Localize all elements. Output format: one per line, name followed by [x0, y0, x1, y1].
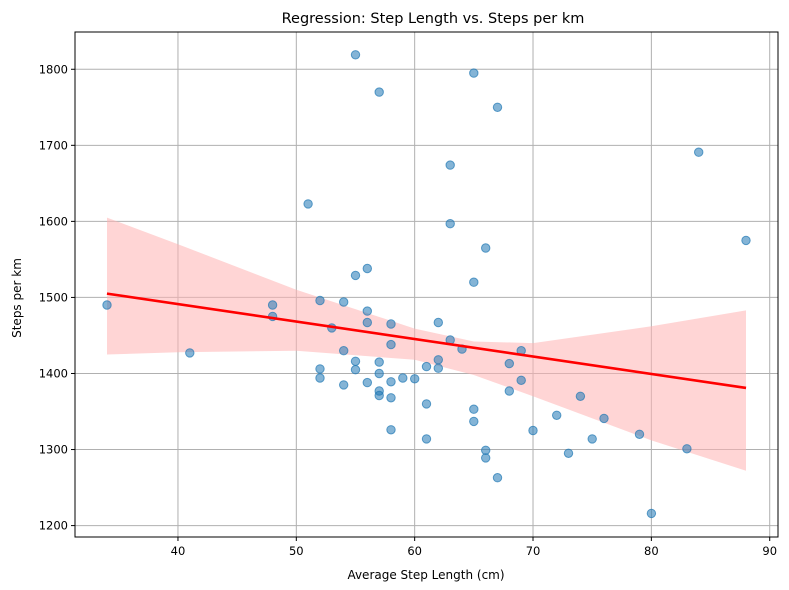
data-point — [421, 361, 432, 372]
data-point — [350, 356, 361, 366]
data-point — [469, 416, 479, 427]
data-point — [350, 50, 361, 60]
data-point — [339, 297, 349, 307]
data-point — [374, 368, 384, 379]
x-axis-label: Average Step Length (cm) — [347, 568, 504, 582]
data-point — [386, 339, 396, 350]
data-point — [410, 374, 420, 384]
data-point — [682, 444, 692, 454]
data-point — [528, 425, 538, 436]
data-point — [433, 317, 443, 328]
data-point — [267, 300, 278, 310]
data-point — [492, 102, 503, 113]
data-point — [504, 358, 514, 369]
x-tick-label: 60 — [407, 544, 422, 558]
data-point — [599, 413, 609, 424]
data-point — [445, 160, 455, 170]
data-point — [646, 508, 657, 519]
data-point — [315, 373, 325, 383]
regression-line — [106, 292, 747, 390]
data-point — [374, 87, 384, 97]
data-point — [492, 473, 503, 483]
data-point — [741, 235, 751, 246]
y-tick-label: 1500 — [39, 290, 68, 304]
data-point — [634, 429, 645, 439]
data-point — [469, 404, 479, 414]
data-point — [374, 390, 384, 401]
x-tick-label: 90 — [762, 544, 777, 558]
data-point — [563, 448, 574, 458]
data-point — [350, 270, 361, 281]
data-point — [504, 386, 514, 396]
data-point — [552, 410, 562, 420]
y-tick-label: 1300 — [39, 443, 68, 457]
data-point — [469, 68, 479, 78]
chart-title: Regression: Step Length vs. Steps per km — [282, 11, 585, 27]
data-point — [575, 391, 586, 401]
data-point — [185, 348, 195, 358]
data-point — [362, 377, 372, 388]
data-point — [386, 425, 396, 435]
grid-lines — [75, 32, 778, 537]
confidence-band — [107, 217, 746, 471]
data-point — [421, 434, 432, 444]
data-point — [303, 199, 313, 209]
data-point — [362, 263, 372, 274]
data-point — [350, 365, 361, 375]
data-point — [362, 306, 372, 316]
data-point — [516, 375, 526, 385]
y-tick-label: 1600 — [39, 214, 68, 228]
regression-line-layer — [106, 292, 747, 390]
confidence-band-layer — [107, 217, 746, 471]
x-tick-label: 50 — [289, 544, 304, 558]
data-point — [386, 319, 396, 329]
data-point — [339, 346, 349, 356]
scatter-points — [102, 50, 751, 519]
x-tick-label: 40 — [171, 544, 186, 558]
data-point — [339, 380, 349, 390]
data-point — [398, 373, 408, 383]
x-tick-label: 70 — [526, 544, 541, 558]
data-point — [362, 317, 372, 328]
y-tick-label: 1800 — [39, 62, 68, 76]
data-point — [694, 147, 704, 157]
data-point — [386, 377, 396, 387]
x-axis-ticks: 40 50 60 70 80 90 — [171, 537, 777, 558]
data-point — [386, 393, 396, 403]
y-axis-label: Steps per km — [10, 258, 24, 338]
data-point — [587, 434, 597, 444]
data-point — [481, 243, 491, 253]
data-point — [445, 219, 455, 229]
data-point — [469, 277, 479, 287]
data-point — [374, 357, 384, 367]
y-tick-label: 1700 — [39, 138, 68, 152]
data-point — [433, 363, 443, 373]
data-point — [421, 399, 432, 409]
y-tick-label: 1400 — [39, 366, 68, 380]
y-axis-ticks: 1200 1300 1400 1500 1600 1700 1800 — [39, 62, 75, 533]
data-point — [433, 355, 443, 365]
plot-frame — [74, 31, 779, 538]
y-tick-label: 1200 — [39, 519, 68, 533]
x-tick-label: 80 — [644, 544, 659, 558]
data-point — [102, 300, 112, 310]
data-point — [315, 295, 325, 306]
data-point — [315, 364, 325, 374]
data-point — [481, 453, 491, 463]
